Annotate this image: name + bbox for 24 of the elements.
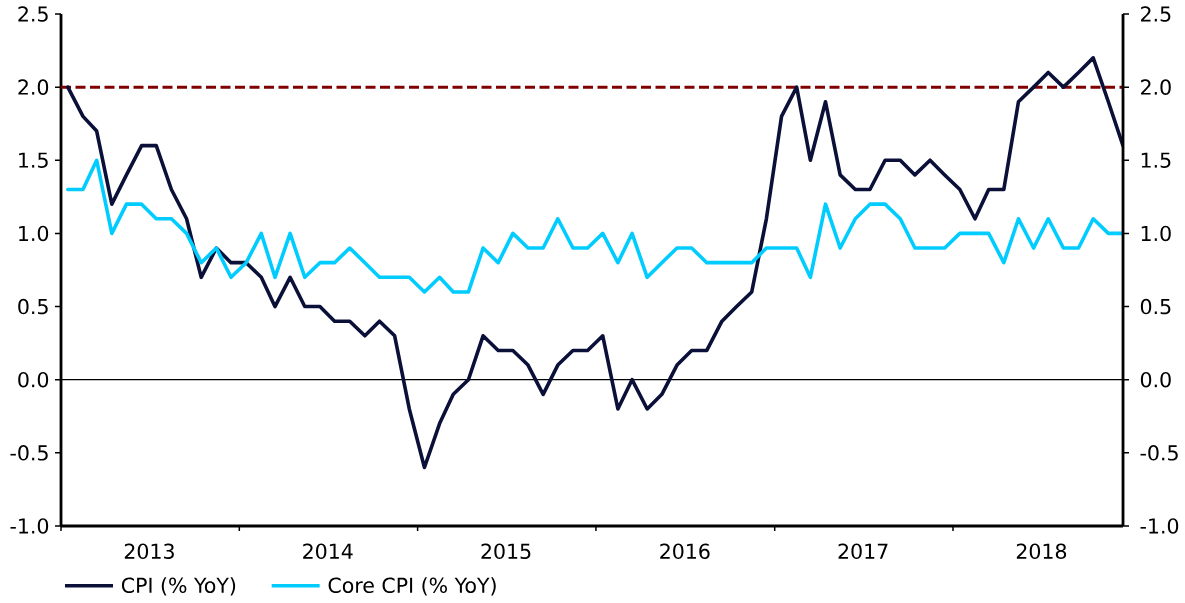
y2-tick-label: 0.5 bbox=[18, 298, 48, 315]
y-tick-label: -1.0 bbox=[1140, 518, 1179, 534]
x-tick-label: 2018 bbox=[1016, 543, 1067, 560]
y2-tick-label: -0.5 bbox=[10, 445, 48, 461]
y2-tick-label: 2.0 bbox=[18, 79, 49, 95]
x-tick-label: 2013 bbox=[124, 543, 174, 560]
y-tick-label: 0.5 bbox=[1140, 298, 1171, 315]
y-tick-label: 2.5 bbox=[1141, 6, 1171, 22]
x-tick-label: 2017 bbox=[838, 543, 888, 560]
y-tick-label: 1.5 bbox=[1141, 152, 1171, 168]
y2-tick-label: 1.5 bbox=[19, 152, 48, 168]
legend-label: Core CPI (% YoY) bbox=[328, 577, 496, 596]
y2-tick-label: 1.0 bbox=[19, 225, 49, 242]
y-tick-label: 1.0 bbox=[1141, 225, 1171, 242]
x-tick-label: 2016 bbox=[660, 543, 710, 560]
y-tick-label: 2.0 bbox=[1141, 79, 1171, 95]
x-tick-label: 2015 bbox=[481, 543, 531, 560]
y2-tick-label: 0.0 bbox=[18, 371, 49, 388]
y2-tick-label: -1.0 bbox=[10, 518, 49, 534]
legend-label: CPI (% YoY) bbox=[121, 577, 236, 596]
y-tick-label: -0.5 bbox=[1140, 445, 1178, 461]
y-tick-label: 0.0 bbox=[1140, 371, 1171, 388]
x-tick-label: 2014 bbox=[303, 543, 353, 560]
y2-tick-label: 2.5 bbox=[18, 6, 48, 22]
